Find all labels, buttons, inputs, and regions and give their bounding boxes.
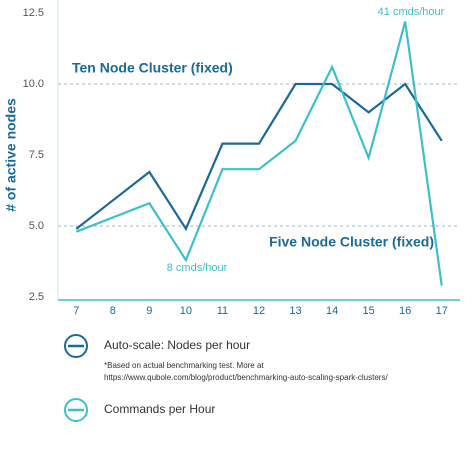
x-tick-label: 15	[363, 305, 375, 317]
x-tick-label: 9	[146, 305, 152, 317]
legend-label: Auto-scale: Nodes per hour	[104, 338, 250, 352]
x-tick-label: 16	[399, 305, 411, 317]
annotation: 41 cmds/hour	[378, 6, 445, 18]
x-tick-label: 13	[289, 305, 301, 317]
reference-label: Ten Node Cluster (fixed)	[72, 60, 233, 76]
reference-label: Five Node Cluster (fixed)	[269, 234, 434, 250]
x-tick-label: 10	[180, 305, 192, 317]
footnote: *Based on actual benchmarking test. More…	[104, 361, 264, 370]
y-tick-label: 12.5	[23, 7, 44, 19]
legend-label: Commands per Hour	[104, 402, 215, 416]
footnote: https://www.qubole.com/blog/product/benc…	[104, 373, 388, 382]
annotation: 8 cmds/hour	[167, 262, 228, 274]
series-line	[75, 82, 443, 232]
x-tick-label: 14	[326, 305, 338, 317]
x-tick-label: 11	[217, 305, 228, 317]
legend-icon	[64, 334, 88, 358]
legend-icon	[64, 398, 88, 422]
x-tick-label: 7	[73, 305, 79, 317]
x-tick-label: 12	[253, 305, 265, 317]
x-tick-label: 17	[436, 305, 448, 317]
y-tick-label: 5.0	[29, 220, 44, 232]
series-line	[75, 21, 443, 286]
y-tick-label: 10.0	[23, 78, 44, 90]
x-tick-label: 8	[110, 305, 116, 317]
y-tick-label: 2.5	[29, 291, 44, 303]
y-axis-label: # of active nodes	[3, 98, 19, 212]
y-tick-label: 7.5	[29, 149, 44, 161]
